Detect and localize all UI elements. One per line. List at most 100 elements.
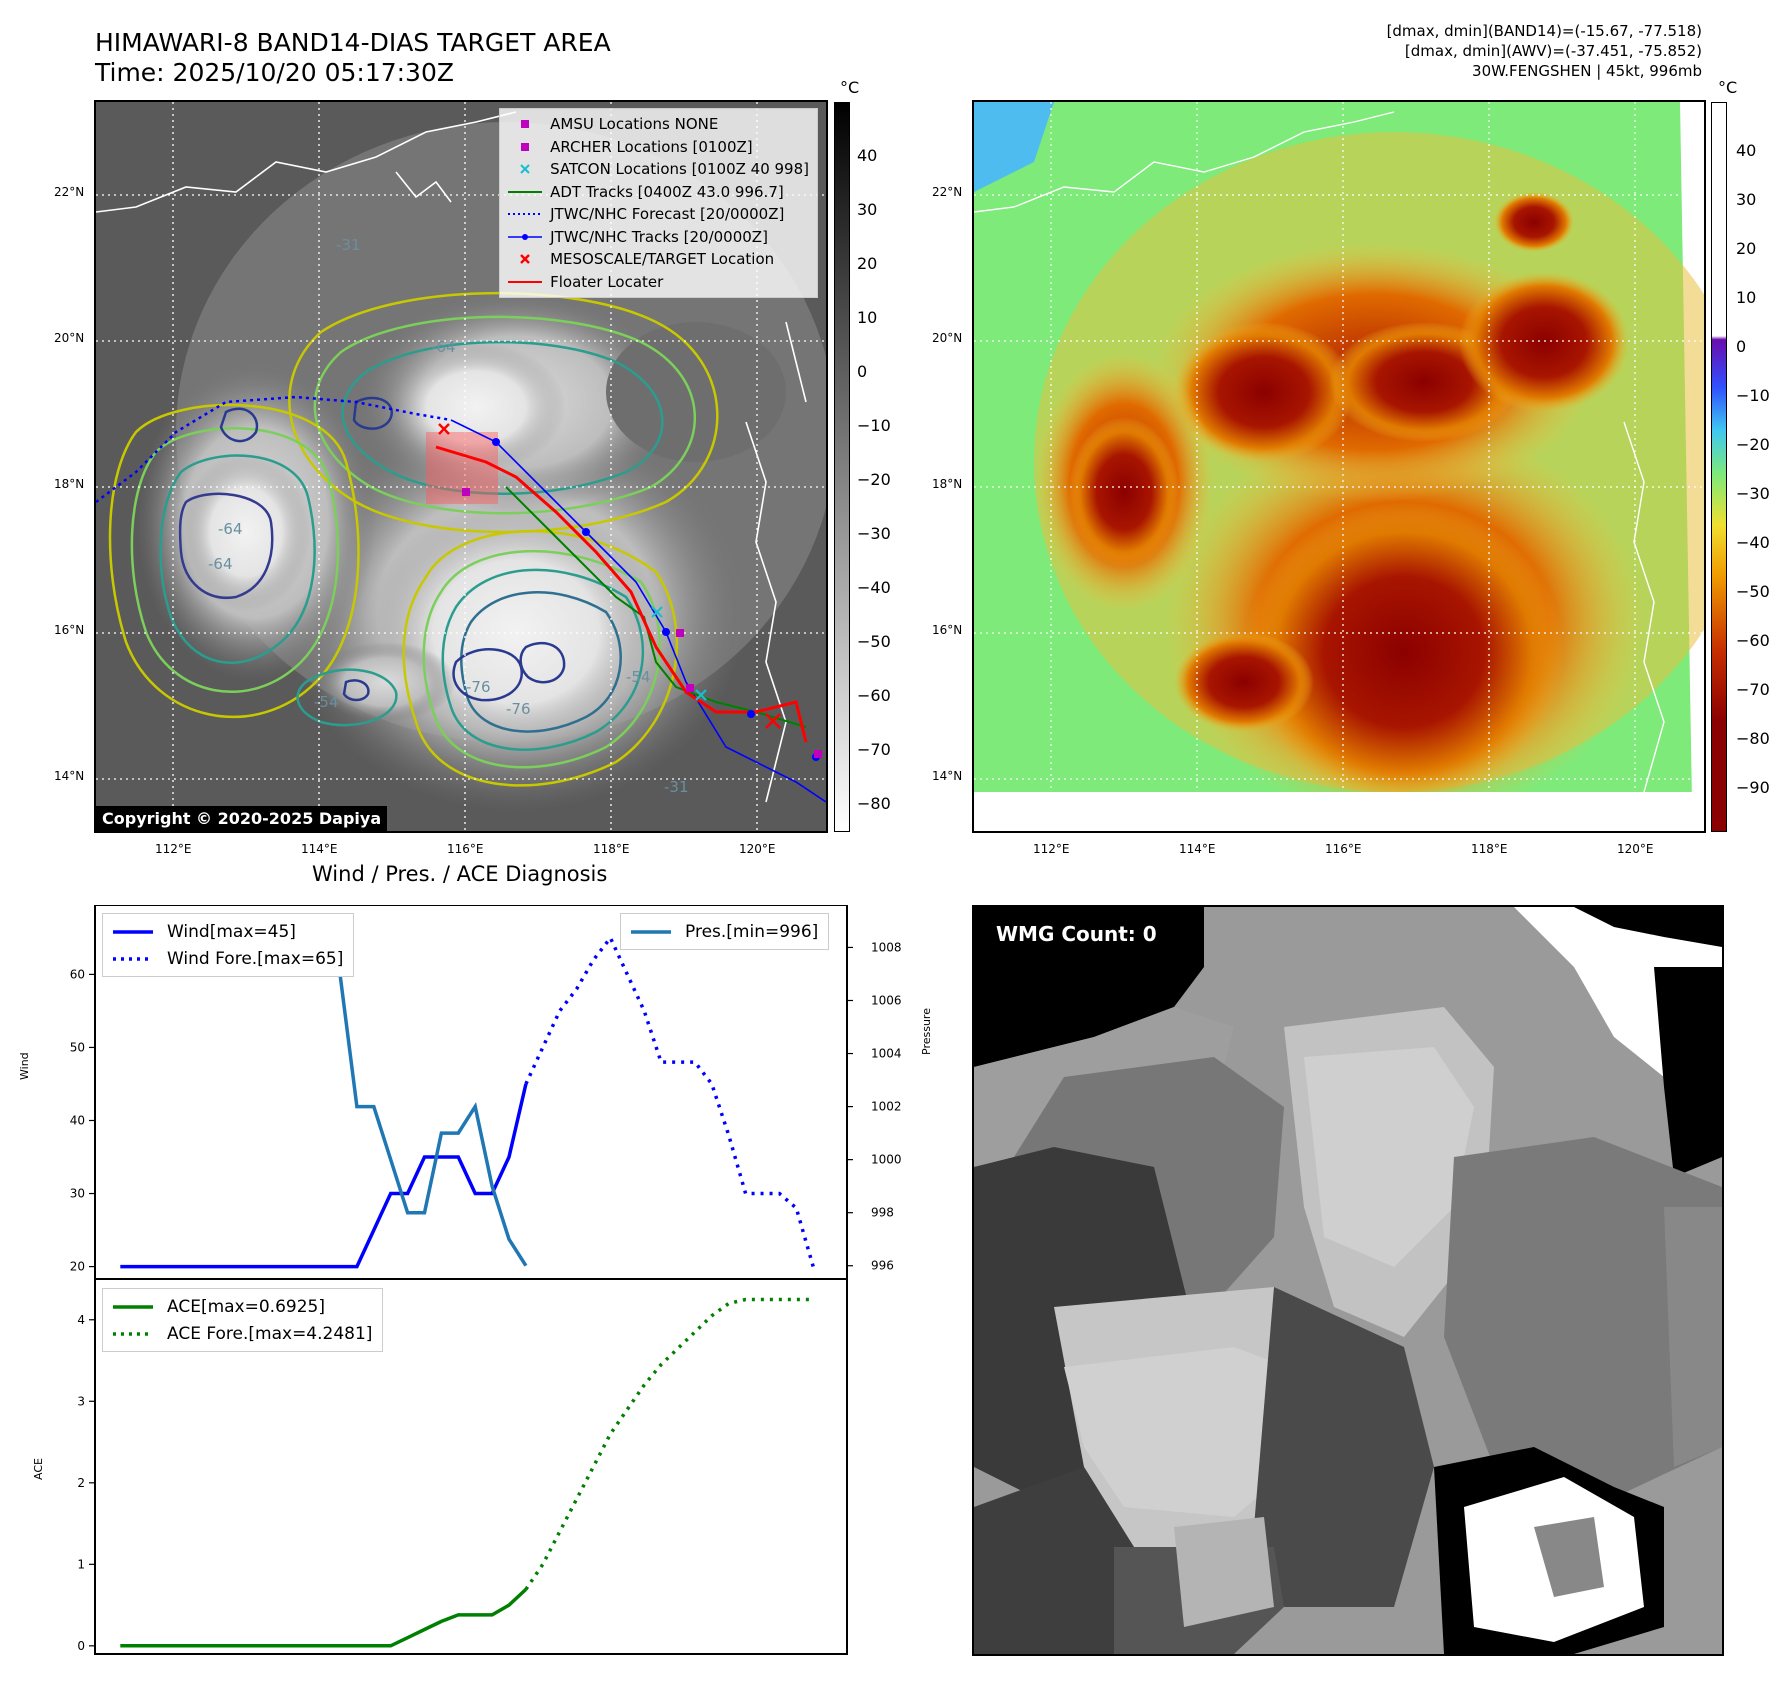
colorbar-gray-tick-label: −30 <box>857 524 891 543</box>
contour-label: -76 <box>466 678 491 696</box>
ace-tick-label: 4 <box>77 1313 85 1327</box>
legend-item-mesoscale: MESOSCALE/TARGET Location <box>508 248 809 271</box>
lon-tick: 112°E <box>1033 842 1070 856</box>
ace-tick-label: 1 <box>77 1557 85 1571</box>
wmg-count-label: WMG Count: 0 <box>992 921 1161 947</box>
wmg-image: WMG Count: 0 <box>972 905 1724 1656</box>
awv-satellite-map <box>972 100 1706 833</box>
timestamp: Time: 2025/10/20 05:17:30Z <box>95 58 454 87</box>
band14-range: [dmax, dmin](BAND14)=(-15.67, -77.518) <box>1386 22 1702 40</box>
wind-tick-label: 60 <box>70 967 85 981</box>
ir-satellite-map: -31 -54 -64 -64 -64 -76 -76 -54 -31 AMSU… <box>94 100 828 833</box>
contour-label: -31 <box>336 236 361 254</box>
colorbar-unit: °C <box>840 78 860 97</box>
wind-tick-label: 50 <box>70 1040 85 1054</box>
ace-axis-label: ACE <box>32 1458 45 1480</box>
legend-pressure: Pres.[min=996] <box>631 921 819 942</box>
pressure-tick-label: 996 <box>871 1259 894 1273</box>
colorbar-awv <box>1711 102 1727 832</box>
colorbar-awv-tick-label: 20 <box>1736 239 1757 258</box>
colorbar-gray-tick-label: −50 <box>857 632 891 651</box>
lat-tick: 18°N <box>54 477 85 491</box>
legend-item-amsu: AMSU Locations NONE <box>508 113 809 136</box>
colorbar-awv-tick-label: 40 <box>1736 141 1757 160</box>
wind-tick-label: 30 <box>70 1187 85 1201</box>
lon-tick: 114°E <box>1179 842 1216 856</box>
contour-label: -64 <box>208 555 233 573</box>
ace-tick-label: 2 <box>77 1476 85 1490</box>
colorbar-gray-tick-label: 20 <box>857 254 878 273</box>
lon-tick: 120°E <box>1617 842 1654 856</box>
lat-tick: 14°N <box>932 769 963 783</box>
legend-ace-forecast: ACE Fore.[max=4.2481] <box>113 1323 373 1344</box>
lat-tick: 20°N <box>932 331 963 345</box>
legend-item-adt: ADT Tracks [0400Z 43.0 996.7] <box>508 182 784 201</box>
pressure-tick-label: 1000 <box>871 1153 902 1167</box>
colorbar-gray-tick-label: −10 <box>857 416 891 435</box>
colorbar-awv-tick-label: 30 <box>1736 190 1757 209</box>
colorbar-awv-tick-label: −70 <box>1736 680 1770 699</box>
legend-item-floater: Floater Locater <box>508 272 664 291</box>
colorbar-awv-tick-label: −40 <box>1736 533 1770 552</box>
legend-item-jtwc-forecast: JTWC/NHC Forecast [20/0000Z] <box>508 205 785 224</box>
lat-tick: 16°N <box>54 623 85 637</box>
colorbar-awv-tick-label: −50 <box>1736 582 1770 601</box>
ace-legend: ACE[max=0.6925] ACE Fore.[max=4.2481] <box>102 1288 384 1352</box>
lon-tick: 112°E <box>155 842 192 856</box>
colorbar-gray-tick-label: −20 <box>857 470 891 489</box>
ace-series-line-0 <box>120 1588 528 1648</box>
colorbar-awv-tick-label: −60 <box>1736 631 1770 650</box>
ace-tick-label: 0 <box>77 1639 85 1653</box>
wind-legend: Wind[max=45] Wind Fore.[max=65] <box>102 913 355 977</box>
ace-tick-label: 3 <box>77 1394 85 1408</box>
colorbar-gray <box>834 102 850 832</box>
awv-range: [dmax, dmin](AWV)=(-37.451, -75.852) <box>1404 42 1702 60</box>
chart-title: HIMAWARI-8 BAND14-DIAS TARGET AREA <box>95 28 611 57</box>
colorbar-gray-tick-label: −70 <box>857 740 891 759</box>
lon-tick: 116°E <box>1325 842 1362 856</box>
legend-ace: ACE[max=0.6925] <box>113 1296 325 1317</box>
diagnosis-title: Wind / Pres. / ACE Diagnosis <box>312 862 608 886</box>
legend-item-jtwc-tracks: JTWC/NHC Tracks [20/0000Z] <box>508 226 809 249</box>
pressure-tick-label: 1008 <box>871 940 902 954</box>
pressure-legend: Pres.[min=996] <box>620 913 830 950</box>
copyright-label: Copyright © 2020-2025 Dapiya <box>96 806 388 831</box>
lon-tick: 118°E <box>1471 842 1508 856</box>
lat-tick: 22°N <box>54 185 85 199</box>
colorbar-gray-tick-label: 40 <box>857 146 878 165</box>
lon-tick: 114°E <box>301 842 338 856</box>
series-line-0 <box>120 1083 528 1269</box>
colorbar-awv-tick-label: 10 <box>1736 288 1757 307</box>
contour-label: -31 <box>664 778 689 796</box>
wind-axis-label: Wind <box>18 1052 31 1080</box>
wind-tick-label: 40 <box>70 1113 85 1127</box>
map-legend: AMSU Locations NONE ARCHER Locations [01… <box>499 108 818 298</box>
pressure-tick-label: 1004 <box>871 1047 902 1061</box>
lon-tick: 120°E <box>739 842 776 856</box>
lon-tick: 118°E <box>593 842 630 856</box>
colorbar-gray-tick-label: 10 <box>857 308 878 327</box>
pressure-tick-label: 1002 <box>871 1100 902 1114</box>
diagnosis-charts: 20 30 40 50 60 996 998 1000 1002 1004 1006 1008 0 1 2… <box>0 905 940 1685</box>
legend-wind-forecast: Wind Fore.[max=65] <box>113 948 344 969</box>
colorbar-unit: °C <box>1718 78 1738 97</box>
colorbar-gray-tick-label: −60 <box>857 686 891 705</box>
colorbar-gray-tick-label: −80 <box>857 794 891 813</box>
contour-label: -64 <box>431 338 456 356</box>
colorbar-gray-tick-label: 0 <box>857 362 868 381</box>
lat-tick: 22°N <box>932 185 963 199</box>
colorbar-awv-tick-label: −90 <box>1736 778 1770 797</box>
colorbar-awv-tick-label: −80 <box>1736 729 1770 748</box>
pressure-tick-label: 998 <box>871 1206 894 1220</box>
colorbar-gray-tick-label: 30 <box>857 200 878 219</box>
colorbar-awv-tick-label: 0 <box>1736 337 1747 356</box>
contour-label: -54 <box>626 668 651 686</box>
lat-tick: 14°N <box>54 769 85 783</box>
pressure-axis-label: Pressure <box>920 1008 933 1055</box>
contour-label: -54 <box>314 693 339 711</box>
colorbar-gray-tick-label: −40 <box>857 578 891 597</box>
legend-item-satcon: SATCON Locations [0100Z 40 998] <box>508 158 809 181</box>
contour-label: -76 <box>506 700 531 718</box>
lat-tick: 20°N <box>54 331 85 345</box>
wind-tick-label: 20 <box>70 1260 85 1274</box>
